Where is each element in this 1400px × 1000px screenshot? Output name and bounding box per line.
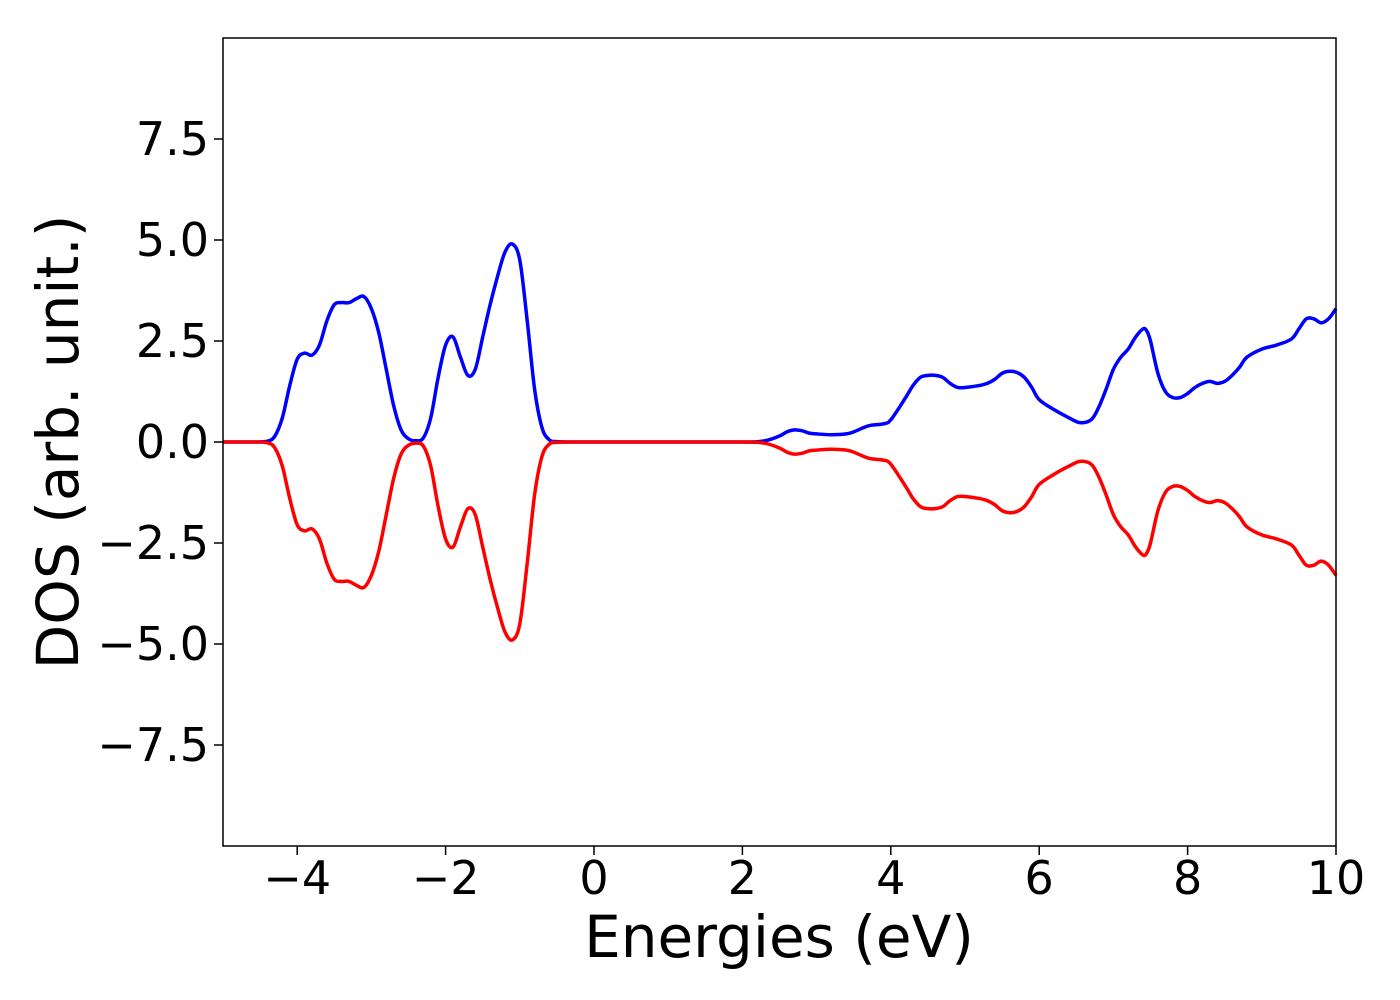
x-tick-label: 4 bbox=[876, 851, 905, 905]
x-tick-label: 8 bbox=[1173, 851, 1202, 905]
x-tick-label: −4 bbox=[263, 851, 331, 905]
x-tick-label: 0 bbox=[579, 851, 608, 905]
plot-frame bbox=[222, 37, 1337, 847]
y-tick-label: 2.5 bbox=[136, 314, 209, 368]
plot-lines bbox=[222, 242, 1338, 642]
y-tick-label: −5.0 bbox=[97, 617, 209, 671]
x-tick-label: 10 bbox=[1307, 851, 1366, 905]
dos-line-blue bbox=[222, 242, 1338, 444]
x-tick-label: 6 bbox=[1025, 851, 1054, 905]
x-axis-label: Energies (eV) bbox=[584, 903, 974, 971]
y-axis-ticks: 7.5 5.0 2.5 0.0 −2.5 −5.0 −7.5 bbox=[97, 112, 223, 772]
y-axis-label: DOS (arb. unit.) bbox=[24, 215, 92, 670]
y-tick-label: 0.0 bbox=[136, 415, 209, 469]
y-tick-label: 5.0 bbox=[136, 213, 209, 267]
x-tick-label: −2 bbox=[412, 851, 480, 905]
x-tick-label: 2 bbox=[728, 851, 757, 905]
dos-line-red bbox=[222, 440, 1338, 642]
y-tick-label: −2.5 bbox=[97, 516, 209, 570]
y-tick-label: −7.5 bbox=[97, 718, 209, 772]
x-axis-ticks: −4 −2 0 2 4 6 8 10 bbox=[263, 846, 1365, 905]
y-tick-label: 7.5 bbox=[136, 112, 209, 166]
